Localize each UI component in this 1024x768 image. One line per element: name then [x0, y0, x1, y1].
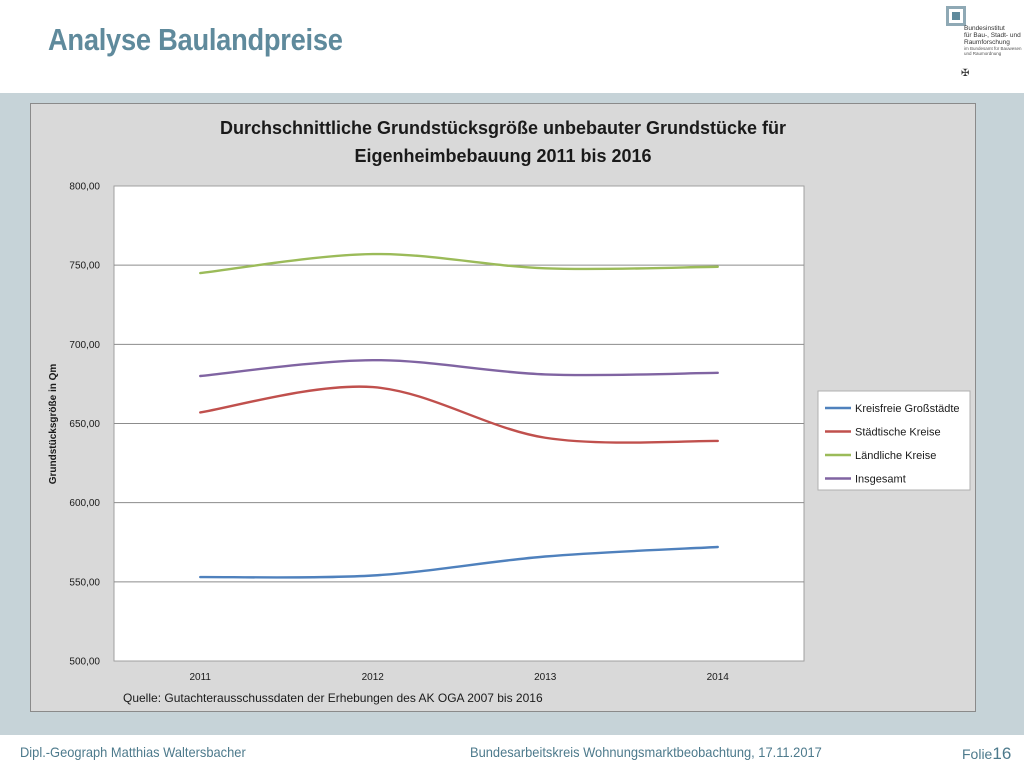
- chart-title-line-2: Eigenheimbebauung 2011 bis 2016: [354, 146, 651, 166]
- y-axis-label: Grundstücksgröße in Qm: [48, 364, 59, 485]
- chart-legend: Kreisfreie Großstädte Städtische Kreise Lä…: [817, 390, 971, 491]
- y-tick-label: 600,00: [69, 498, 100, 509]
- chart-frame: Durchschnittliche Grundstücksgröße unbeb…: [30, 103, 976, 712]
- series-line-1: [199, 545, 719, 579]
- chart-title-line-1: Durchschnittliche Grundstücksgröße unbeb…: [220, 118, 786, 138]
- y-tick-label: 650,00: [69, 419, 100, 430]
- x-tick-label: 2011: [189, 672, 211, 683]
- chart-source-note: Quelle: Gutachterausschussdaten der Erhe…: [123, 691, 543, 705]
- footer-author: Dipl.-Geograph Matthias Waltersbacher: [20, 744, 246, 760]
- footer-event: Bundesarbeitskreis Wohnungsmarktbeobacht…: [470, 744, 822, 760]
- slide-title: Analyse Baulandpreise: [48, 22, 343, 57]
- y-tick-label: 800,00: [69, 182, 100, 193]
- logo-mark-icon: [946, 6, 966, 26]
- footer-slide-label: Folie: [962, 746, 993, 762]
- y-tick-label: 550,00: [69, 577, 100, 588]
- series-line-3: [199, 252, 719, 275]
- y-tick-label: 750,00: [69, 261, 100, 272]
- y-tick-label: 500,00: [69, 657, 100, 668]
- legend-label: Ländliche Kreise: [855, 450, 936, 462]
- logo-text-main: Bundesinstitut für Bau-, Stadt- und Raum…: [964, 25, 1021, 46]
- legend-label: Städtische Kreise: [855, 427, 941, 439]
- legend-label: Kreisfreie Großstädte: [855, 403, 960, 415]
- legend-label: Insgesamt: [855, 474, 906, 486]
- line-chart: Durchschnittliche Grundstücksgröße unbeb…: [48, 118, 971, 705]
- series-line-2: [199, 385, 719, 444]
- x-tick-label: 2012: [362, 672, 385, 683]
- x-tick-label: 2014: [707, 672, 730, 683]
- institute-logo: Bundesinstitut für Bau-, Stadt- und Raum…: [944, 4, 1022, 86]
- y-tick-label: 700,00: [69, 340, 100, 351]
- footer-slide-num: 16: [992, 744, 1012, 763]
- footer-slide-number: Folie16: [962, 744, 1011, 764]
- federal-eagle-icon: ✠: [961, 68, 970, 79]
- series-line-4: [199, 358, 719, 378]
- logo-text-sub: im Bundesamt für Bauwesen und Raumordnun…: [964, 46, 1022, 56]
- x-tick-label: 2013: [534, 672, 557, 683]
